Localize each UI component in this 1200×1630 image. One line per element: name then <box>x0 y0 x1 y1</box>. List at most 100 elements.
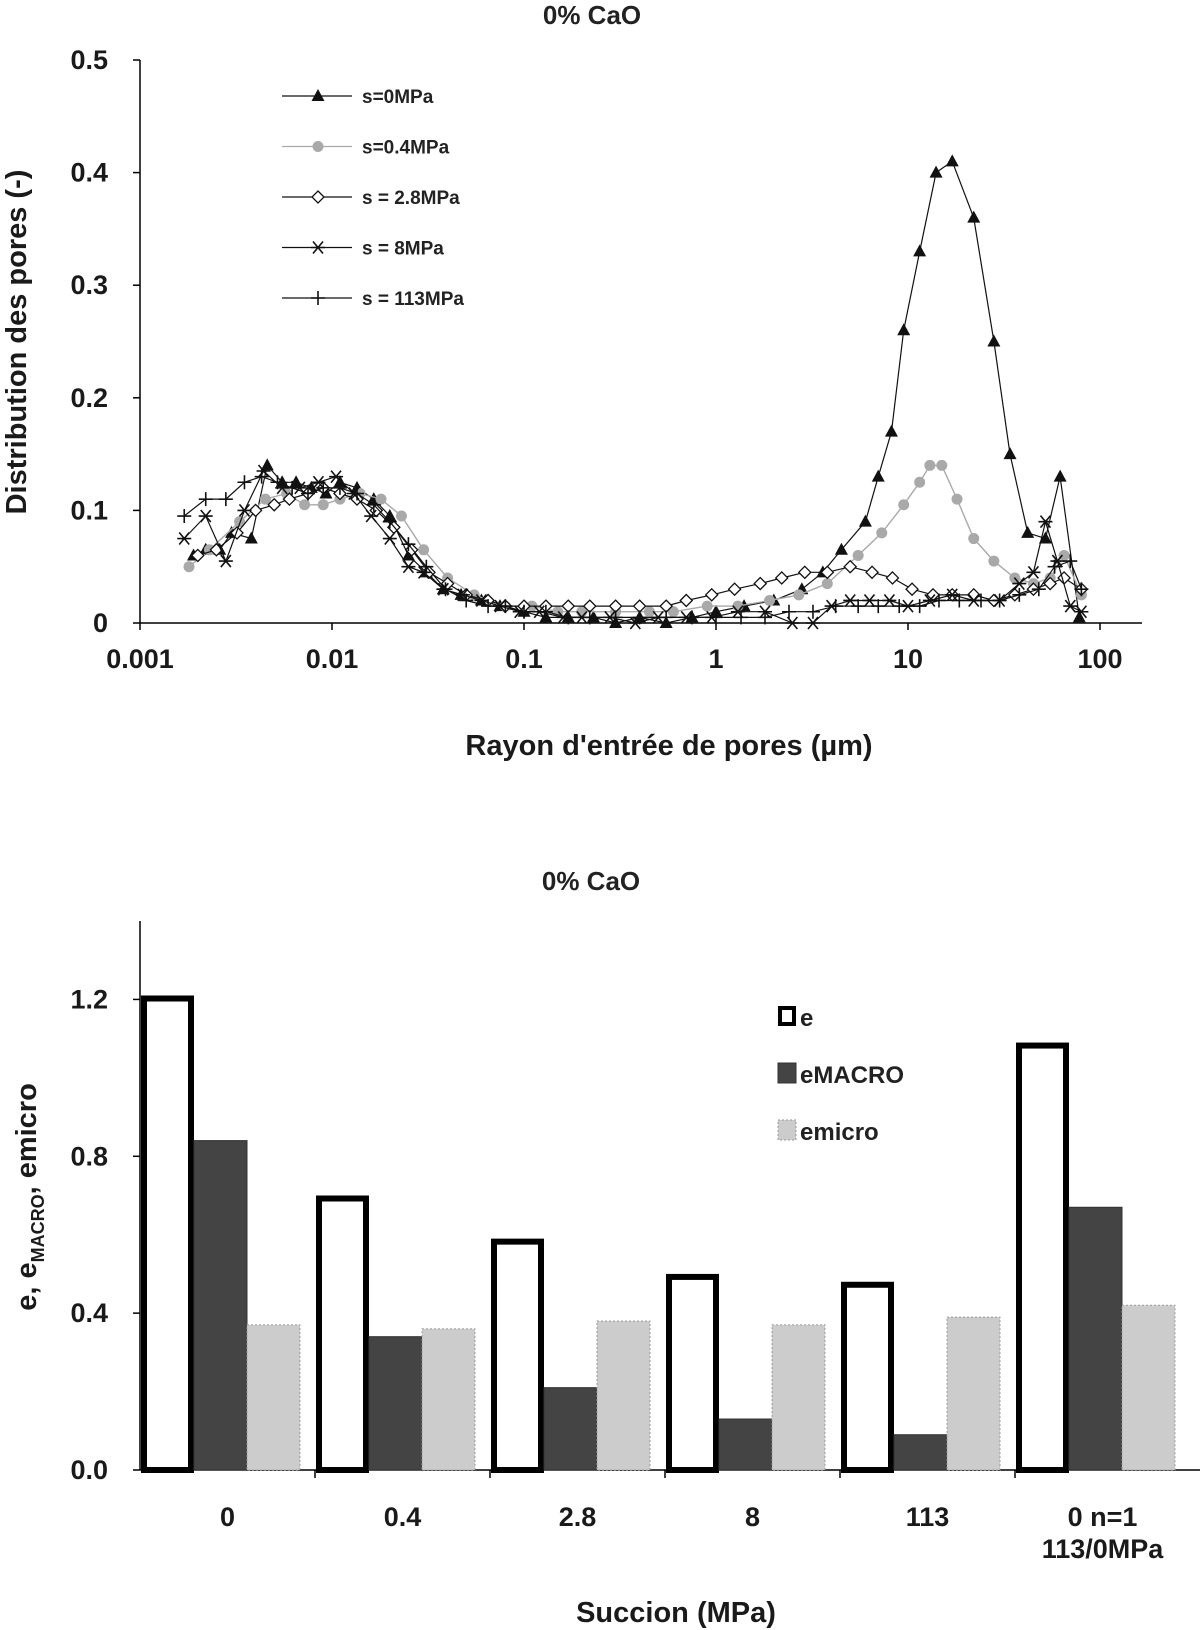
top-x-tick-label: 1 <box>708 644 723 674</box>
data-point <box>259 493 271 505</box>
top-y-tick-label: 0.4 <box>70 158 108 188</box>
top-x-tick-label: 0.1 <box>505 644 543 674</box>
data-point <box>1021 525 1035 538</box>
data-point <box>914 476 926 488</box>
data-point <box>734 610 749 625</box>
bar-emacro <box>718 1418 773 1471</box>
data-point <box>561 599 576 614</box>
bar-emicro <box>246 1324 301 1471</box>
data-point <box>632 610 647 625</box>
bar-emicro <box>946 1316 1001 1471</box>
data-point <box>929 165 943 178</box>
top-x-tick-label: 100 <box>1077 644 1122 674</box>
void-ratio-chart: 0% CaO 0.0 0.4 0.8 1.2 0 0.4 2.8 8 113 0 n=1113/… <box>11 866 1200 1629</box>
data-point <box>862 593 877 607</box>
legend-label: s = 113MPa <box>362 289 464 310</box>
data-point <box>987 334 1001 347</box>
data-point <box>474 593 489 607</box>
data-point <box>851 599 866 614</box>
data-point <box>924 459 936 471</box>
bottom-bars <box>141 995 1176 1474</box>
bar-e <box>1016 1042 1069 1474</box>
legend-label: s=0MPa <box>362 87 434 108</box>
data-point <box>834 542 848 555</box>
bar-emacro <box>193 1140 248 1471</box>
series-line <box>183 470 1082 624</box>
legend-marker <box>311 190 325 204</box>
bar-emacro <box>1068 1206 1123 1471</box>
data-point <box>843 593 858 607</box>
bar-emacro <box>893 1434 948 1471</box>
data-point <box>218 492 233 507</box>
legend-marker <box>311 291 325 305</box>
data-point <box>230 526 244 540</box>
data-point <box>1038 531 1052 544</box>
data-point <box>871 469 885 482</box>
bar-emicro <box>1121 1304 1176 1471</box>
data-point <box>401 560 416 574</box>
series-line <box>183 475 1082 619</box>
top-y-tick-label: 0.2 <box>70 383 108 413</box>
bar-emicro <box>596 1320 651 1471</box>
bottom-x-tick-label: 113 <box>906 1502 950 1532</box>
bar-emicro <box>421 1328 476 1471</box>
series-s113mpa <box>177 469 1089 625</box>
data-point <box>1072 610 1086 623</box>
data-point <box>1063 599 1078 613</box>
data-point <box>234 516 246 528</box>
data-point <box>244 531 258 544</box>
top-y-ticks: 0 0.1 0.2 0.3 0.4 0.5 <box>70 45 140 638</box>
bar-emacro <box>368 1336 423 1471</box>
data-point <box>459 593 474 608</box>
bottom-x-tick-label: 8 <box>745 1502 760 1532</box>
data-point <box>1043 576 1058 591</box>
data-point <box>248 503 263 518</box>
data-point <box>1003 447 1017 460</box>
top-y-tick-label: 0.3 <box>70 270 108 300</box>
data-point <box>1053 469 1067 482</box>
pore-distribution-chart: 0% CaO 0 0.1 0.2 0.3 0.4 0.5 0.001 0.01 0.1 1 10 1… <box>1 0 1142 762</box>
data-point <box>643 606 655 618</box>
data-point <box>382 532 397 546</box>
data-point <box>401 537 416 552</box>
data-point <box>282 492 297 507</box>
data-point <box>1012 587 1027 602</box>
data-point <box>936 459 948 471</box>
top-legend: s=0MPa s=0.4MPa s = 2.8MPa s = 8MPa s = 113M… <box>282 87 464 310</box>
data-point <box>582 610 597 625</box>
data-point <box>438 582 453 597</box>
data-point <box>364 509 379 523</box>
legend-entry: eMACRO <box>777 1062 904 1089</box>
data-point <box>237 503 252 517</box>
legend-entry: emicro <box>777 1119 879 1146</box>
data-point <box>1047 559 1062 574</box>
data-point <box>820 565 835 580</box>
data-point <box>418 544 430 556</box>
ylabel-part-1: e, e <box>11 1262 43 1310</box>
data-point <box>659 610 674 625</box>
data-point <box>852 549 864 561</box>
bottom-y-tick-label: 0.0 <box>70 1455 108 1485</box>
data-point <box>237 475 252 490</box>
data-point <box>1031 582 1046 597</box>
bar-group <box>141 995 301 1473</box>
bottom-x-tick-label: 0.4 <box>384 1502 422 1532</box>
top-y-tick-label: 0.5 <box>70 45 108 75</box>
top-x-ticks: 0.001 0.01 0.1 1 10 100 <box>106 623 1123 674</box>
data-point <box>884 424 898 437</box>
data-point <box>319 486 333 499</box>
data-point <box>782 604 797 619</box>
data-point <box>329 470 344 484</box>
data-point <box>704 587 719 602</box>
bottom-chart-title: 0% CaO <box>542 866 640 896</box>
bar-group <box>491 1238 651 1474</box>
series-line <box>193 160 1080 624</box>
data-point <box>797 565 812 580</box>
data-point <box>992 593 1007 608</box>
data-point <box>968 533 980 545</box>
bottom-x-tick-label: 0 <box>220 1502 235 1532</box>
data-point <box>785 616 800 630</box>
bottom-x-tick-label: 0 n=1 <box>1068 1502 1138 1532</box>
series-s0mpa <box>187 154 1086 628</box>
data-point <box>843 559 858 574</box>
